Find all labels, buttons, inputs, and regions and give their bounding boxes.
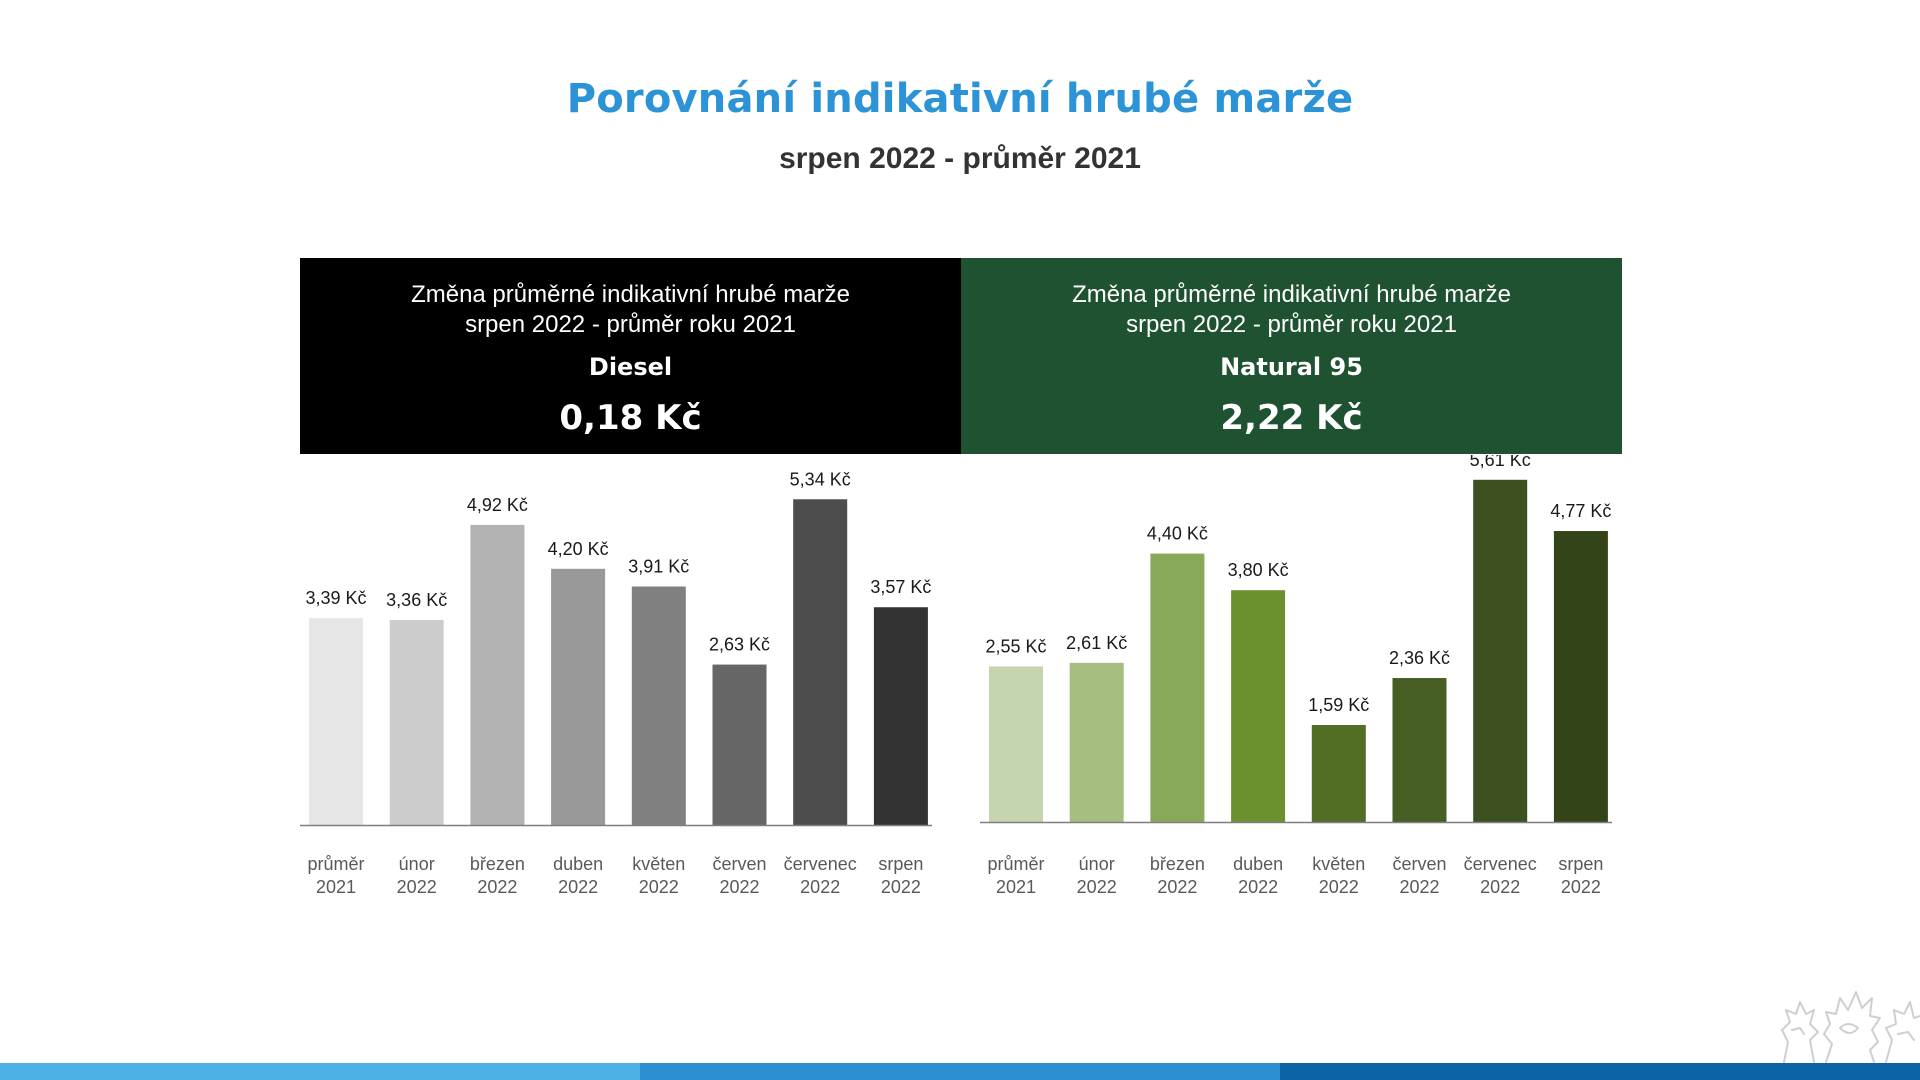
natural-value-label-2: 4,40 Kč [1147, 524, 1208, 544]
diesel-change-value: 0,18 Kč [559, 398, 702, 438]
natural-bar-2 [1150, 553, 1205, 822]
diesel-category-label-7-1: 2022 [881, 877, 921, 897]
natural-bar-0 [989, 666, 1043, 822]
diesel-category-label-4-0: květen [632, 854, 685, 874]
footer-stripe-dark [1280, 1063, 1920, 1080]
diesel-category-label-5-1: 2022 [719, 877, 759, 897]
diesel-category-label-2-0: březen [470, 854, 525, 874]
diesel-heading-line2: srpen 2022 - průměr roku 2021 [465, 311, 796, 338]
natural-category-label-6-1: 2022 [1480, 877, 1520, 897]
diesel-category-label-4-1: 2022 [639, 877, 679, 897]
diesel-bar-2 [470, 524, 525, 825]
natural-category-label-3-0: duben [1233, 854, 1283, 874]
natural-bar-1 [1069, 662, 1124, 822]
natural-value-label-1: 2,61 Kč [1066, 633, 1127, 653]
diesel-bar-4 [631, 586, 686, 825]
natural-bar-6 [1473, 479, 1528, 822]
natural-summary-panel: Změna průměrné indikativní hrubé marže s… [961, 258, 1622, 454]
diesel-bar-7 [873, 607, 928, 825]
diesel-bar-0 [309, 618, 363, 825]
natural-category-label-5-1: 2022 [1399, 877, 1439, 897]
diesel-value-label-2: 4,92 Kč [467, 495, 528, 515]
natural-category-label-1-0: únor [1079, 854, 1115, 874]
natural-category-label-0-1: 2021 [996, 877, 1036, 897]
natural-category-label-5-0: červen [1392, 854, 1446, 874]
diesel-category-label-6-0: červenec [784, 854, 857, 874]
natural-value-label-7: 4,77 Kč [1550, 501, 1611, 521]
diesel-category-label-0-1: 2021 [316, 877, 356, 897]
natural-heading-line1: Změna průměrné indikativní hrubé marže [1072, 281, 1511, 308]
natural-heading-line2: srpen 2022 - průměr roku 2021 [1126, 311, 1457, 338]
diesel-summary-panel: Změna průměrné indikativní hrubé marže s… [300, 258, 961, 454]
diesel-value-label-6: 5,34 Kč [790, 469, 851, 489]
diesel-bar-chart: 3,39 Kč průměr 2021 3,36 Kč únor 2022 4,92 Kč b… [300, 469, 932, 897]
diesel-category-label-3-0: duben [553, 854, 603, 874]
natural-value-label-3: 3,80 Kč [1228, 560, 1289, 580]
natural-bar-4 [1311, 725, 1366, 822]
natural-panel-heading: Změna průměrné indikativní hrubé marže s… [961, 280, 1622, 340]
natural-value-label-5: 2,36 Kč [1389, 648, 1450, 668]
natural-category-label-2-0: březen [1150, 854, 1205, 874]
page-subtitle: srpen 2022 - průměr 2021 [779, 142, 1141, 175]
diesel-value-label-3: 4,20 Kč [548, 539, 609, 559]
diesel-bar-5 [712, 664, 767, 825]
natural-bar-7 [1553, 531, 1608, 822]
diesel-value-label-4: 3,91 Kč [628, 556, 689, 576]
diesel-category-label-6-1: 2022 [800, 877, 840, 897]
diesel-fuel-label: Diesel [588, 353, 673, 381]
natural-value-label-4: 1,59 Kč [1308, 695, 1369, 715]
natural-category-label-6-0: červenec [1464, 854, 1537, 874]
diesel-heading-line1: Změna průměrné indikativní hrubé marže [411, 281, 850, 308]
natural-category-label-4-1: 2022 [1319, 877, 1359, 897]
natural-category-label-3-1: 2022 [1238, 877, 1278, 897]
diesel-bar-6 [793, 499, 848, 825]
diesel-category-label-7-0: srpen [878, 854, 923, 874]
natural-category-label-7-1: 2022 [1561, 877, 1601, 897]
natural-category-label-1-1: 2022 [1077, 877, 1117, 897]
diesel-bar-1 [389, 620, 444, 825]
natural-category-label-0-0: průměr [987, 854, 1044, 874]
natural-bar-chart: 2,55 Kč průměr 2021 2,61 Kč únor 2022 4,40 Kč b… [980, 455, 1612, 897]
diesel-category-label-1-0: únor [399, 854, 435, 874]
diesel-category-label-1-1: 2022 [397, 877, 437, 897]
page-title: Porovnání indikativní hrubé marže [566, 76, 1354, 122]
footer-stripe-mid [640, 1063, 1280, 1080]
natural-value-label-6: 5,61 Kč [1470, 455, 1531, 470]
diesel-category-label-2-1: 2022 [477, 877, 517, 897]
diesel-value-label-1: 3,36 Kč [386, 590, 447, 610]
natural-bar-3 [1231, 590, 1286, 822]
footer-stripe-light [0, 1063, 640, 1080]
natural-category-label-7-0: srpen [1558, 854, 1603, 874]
natural-bar-5 [1392, 678, 1447, 822]
natural-category-label-4-0: květen [1312, 854, 1365, 874]
diesel-category-label-5-0: červen [712, 854, 766, 874]
diesel-value-label-7: 3,57 Kč [870, 577, 931, 597]
diesel-value-label-0: 3,39 Kč [305, 588, 366, 608]
diesel-value-label-5: 2,63 Kč [709, 635, 770, 655]
natural-category-label-2-1: 2022 [1157, 877, 1197, 897]
diesel-bar-3 [551, 568, 606, 825]
diesel-category-label-3-1: 2022 [558, 877, 598, 897]
state-emblem-lion-icon [1781, 991, 1920, 1063]
natural-value-label-0: 2,55 Kč [985, 636, 1046, 656]
diesel-panel-heading: Změna průměrné indikativní hrubé marže s… [300, 280, 961, 340]
natural-fuel-label: Natural 95 [1220, 353, 1363, 381]
natural-change-value: 2,22 Kč [1220, 398, 1363, 438]
diesel-category-label-0-0: průměr [307, 854, 364, 874]
